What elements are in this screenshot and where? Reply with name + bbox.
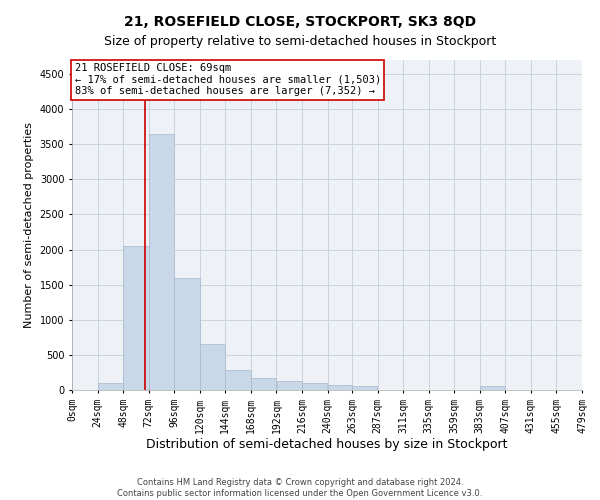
Bar <box>98 383 123 390</box>
Bar <box>123 246 149 390</box>
Bar <box>149 134 174 390</box>
Bar <box>200 344 225 390</box>
Bar <box>302 383 328 390</box>
Bar <box>226 370 251 390</box>
Text: 21 ROSEFIELD CLOSE: 69sqm
← 17% of semi-detached houses are smaller (1,503)
83% : 21 ROSEFIELD CLOSE: 69sqm ← 17% of semi-… <box>74 64 381 96</box>
Y-axis label: Number of semi-detached properties: Number of semi-detached properties <box>24 122 34 328</box>
Text: Size of property relative to semi-detached houses in Stockport: Size of property relative to semi-detach… <box>104 35 496 48</box>
Bar <box>480 386 505 390</box>
Bar <box>175 278 200 390</box>
Text: Contains HM Land Registry data © Crown copyright and database right 2024.
Contai: Contains HM Land Registry data © Crown c… <box>118 478 482 498</box>
X-axis label: Distribution of semi-detached houses by size in Stockport: Distribution of semi-detached houses by … <box>146 438 508 452</box>
Bar <box>352 386 377 390</box>
Bar <box>277 380 302 390</box>
Bar <box>328 386 352 390</box>
Bar <box>251 378 276 390</box>
Text: 21, ROSEFIELD CLOSE, STOCKPORT, SK3 8QD: 21, ROSEFIELD CLOSE, STOCKPORT, SK3 8QD <box>124 15 476 29</box>
